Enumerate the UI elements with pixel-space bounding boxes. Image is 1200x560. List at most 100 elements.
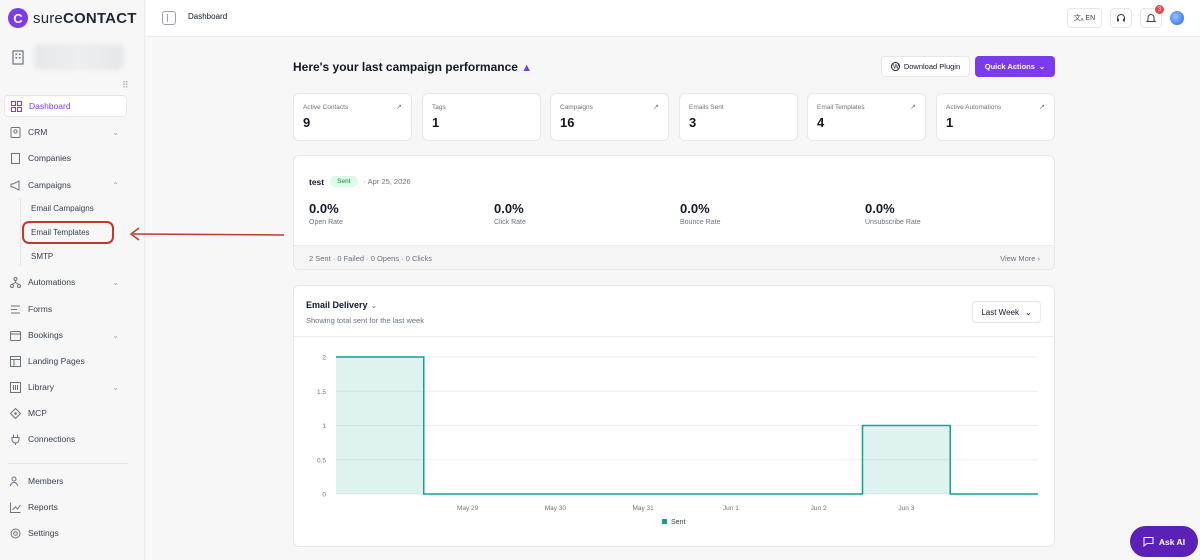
support-button[interactable] (1110, 8, 1132, 28)
translate-icon: 文ₐ (1073, 15, 1084, 22)
svg-text:W: W (893, 64, 899, 71)
brand-name-light: sure (33, 9, 63, 27)
site-globe-icon[interactable] (1170, 11, 1184, 25)
download-plugin-label: Download Plugin (903, 62, 961, 71)
sidebar-item-label: Connections (28, 434, 76, 444)
sidebar-item-dashboard[interactable]: Dashboard (4, 95, 127, 117)
sidebar-item-label: Forms (28, 304, 53, 314)
sidebar-item-mcp[interactable]: MCP (4, 402, 127, 424)
sidebar-subitem-email-templates[interactable]: Email Templates (31, 227, 90, 237)
last-campaign-card: test Sent · Apr 25, 2026 0.0% Open Rate … (293, 155, 1055, 270)
sidebar-item-bookings[interactable]: Bookings ⌄ (4, 324, 127, 346)
sidebar-subitem-email-campaigns[interactable]: Email Campaigns (31, 203, 94, 213)
brand-logo[interactable]: C sureCONTACT (8, 8, 137, 28)
sidebar-item-campaigns[interactable]: Campaigns ⌃ (4, 174, 127, 196)
stat-value: 9 (303, 115, 311, 130)
workspace-switcher[interactable] (10, 44, 124, 70)
reports-icon (9, 501, 21, 513)
chevron-down-icon: ⌄ (1024, 307, 1032, 317)
annotation-arrow-icon (129, 227, 285, 241)
ask-ai-button[interactable]: Ask AI (1130, 526, 1198, 557)
stat-card-tags: Tags 1 (422, 93, 541, 141)
delivery-title[interactable]: Email Delivery ⌄ (306, 300, 377, 310)
dashboard-icon (10, 100, 22, 112)
automation-icon (9, 276, 21, 288)
sidebar-item-label: Automations (28, 277, 76, 287)
stat-card-email-templates[interactable]: Email Templates 4 ↗ (807, 93, 926, 141)
sidebar: C sureCONTACT ⠿ Dashboard CRM ⌄ Companie… (0, 0, 145, 560)
logo-mark-icon: C (8, 8, 28, 28)
stat-card-active-automations[interactable]: Active Automations 1 ↗ (936, 93, 1055, 141)
download-plugin-button[interactable]: W Download Plugin (881, 56, 970, 77)
arrow-up-right-icon: ↗ (653, 104, 659, 111)
page-icon (9, 355, 21, 367)
grip-icon[interactable]: ⠿ (122, 80, 129, 90)
area-segment (336, 357, 424, 494)
sidebar-item-label: CRM (28, 127, 48, 137)
y-tick-label: 1 (322, 423, 326, 430)
area-segment (862, 425, 951, 494)
campaign-header: test Sent · Apr 25, 2026 (309, 176, 411, 187)
sidebar-item-automations[interactable]: Automations ⌄ (4, 271, 127, 293)
chart-divider (294, 336, 1054, 337)
annotation-highlight-ring (22, 221, 114, 244)
sidebar-item-members[interactable]: Members (4, 470, 127, 492)
sidebar-item-settings[interactable]: Settings (4, 522, 127, 544)
legend-swatch (662, 519, 667, 524)
notifications-button[interactable]: 3 (1140, 5, 1164, 28)
sidebar-item-label: Library (28, 382, 54, 392)
date-range-select[interactable]: Last Week ⌄ (972, 301, 1041, 323)
x-tick-label: May 30 (545, 505, 567, 512)
workspace-name-redacted (34, 44, 124, 70)
sidebar-item-label: Reports (28, 502, 58, 512)
arrow-up-right-icon: ↗ (910, 104, 916, 111)
language-label: EN (1085, 14, 1096, 22)
campaign-date: · Apr 25, 2026 (363, 177, 411, 186)
language-button[interactable]: 文ₐ EN (1067, 8, 1102, 28)
metric-click-rate: 0.0% Click Rate (494, 201, 526, 226)
metric-bounce-rate: 0.0% Bounce Rate (680, 201, 720, 226)
sidebar-item-forms[interactable]: Forms (4, 298, 127, 320)
date-range-value: Last Week (981, 307, 1019, 317)
y-tick-label: 2 (322, 355, 326, 362)
stat-label: Email Templates (817, 104, 865, 111)
sidebar-item-reports[interactable]: Reports (4, 496, 127, 518)
stat-value: 1 (432, 115, 440, 130)
x-tick-label: Jun 2 (811, 505, 827, 512)
stat-card-campaigns[interactable]: Campaigns 16 ↗ (550, 93, 669, 141)
sidebar-item-crm[interactable]: CRM ⌄ (4, 121, 127, 143)
notification-count-badge: 3 (1155, 5, 1164, 14)
status-badge: Sent (330, 176, 358, 187)
stat-card-emails-sent: Emails Sent 3 (679, 93, 798, 141)
view-more-link[interactable]: View More › (1000, 254, 1040, 263)
sidebar-item-companies[interactable]: Companies (4, 147, 127, 169)
stat-label: Emails Sent (689, 104, 724, 111)
sidebar-subitem-smtp[interactable]: SMTP (31, 251, 54, 261)
stat-value: 1 (946, 115, 954, 130)
bell-icon (1146, 14, 1156, 22)
sidebar-toggle-icon[interactable] (162, 11, 176, 25)
calendar-icon (9, 329, 21, 341)
metric-value: 0.0% (865, 201, 895, 216)
sidebar-item-connections[interactable]: Connections (4, 428, 127, 450)
series-line-sent (336, 356, 1038, 495)
chevron-down-icon: ⌄ (370, 301, 378, 310)
arrow-up-right-icon: ↗ (396, 104, 402, 111)
breadcrumb[interactable]: Dashboard (188, 12, 228, 21)
chat-icon (1143, 537, 1154, 547)
sidebar-item-label: Bookings (28, 330, 63, 340)
megaphone-icon (9, 179, 21, 191)
metric-label: Open Rate (309, 219, 343, 226)
quick-actions-button[interactable]: Quick Actions ⌄ (975, 56, 1055, 77)
stat-card-active-contacts[interactable]: Active Contacts 9 ↗ (293, 93, 412, 141)
campaign-name[interactable]: test (309, 176, 325, 187)
sidebar-item-library[interactable]: Library ⌄ (4, 376, 127, 398)
campaign-summary: 2 Sent · 0 Failed · 0 Opens · 0 Clicks (309, 254, 432, 263)
chevron-down-icon: ⌄ (112, 382, 119, 392)
brand-name: sureCONTACT (33, 10, 137, 27)
sidebar-item-label: Landing Pages (28, 356, 85, 366)
delivery-title-text: Email Delivery (306, 300, 368, 310)
members-icon (9, 475, 21, 487)
sidebar-item-landing-pages[interactable]: Landing Pages (4, 350, 127, 372)
forms-icon (9, 303, 21, 315)
